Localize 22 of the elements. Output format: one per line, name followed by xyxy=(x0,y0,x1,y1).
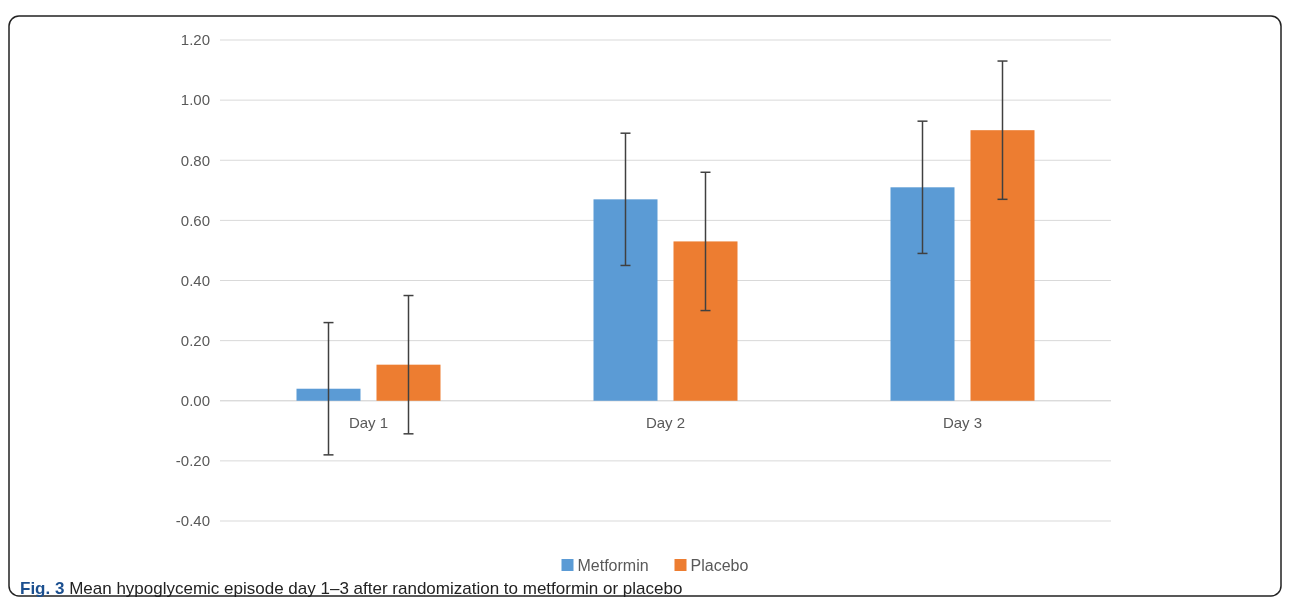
bar xyxy=(890,187,955,401)
legend-label: Metformin xyxy=(577,556,649,574)
y-tick-label: 0.80 xyxy=(180,151,210,169)
y-tick-label: 0.00 xyxy=(180,392,210,409)
bar xyxy=(593,199,658,401)
bar xyxy=(296,388,361,401)
y-tick-label: -0.40 xyxy=(175,512,210,530)
y-tick-label: 0.40 xyxy=(180,271,210,289)
y-tick-label: -0.20 xyxy=(175,452,210,470)
y-tick-label: 1.00 xyxy=(180,91,210,109)
text: Mean hypoglycemic episode day 1–3 after randomization to metformin or placebo xyxy=(64,578,683,598)
x-tick-label: Day 3 xyxy=(942,413,983,431)
x-tick-label: Day 1 xyxy=(348,413,389,431)
bar xyxy=(970,130,1035,401)
y-tick-label: 0.60 xyxy=(180,211,210,229)
bar xyxy=(673,241,738,401)
x-tick-label: Day 2 xyxy=(645,413,686,431)
legend-label: Placebo xyxy=(690,556,749,574)
caption: Fig. 3 xyxy=(20,578,65,598)
y-tick-label: 0.20 xyxy=(180,331,210,349)
y-tick-label: 1.20 xyxy=(180,31,210,49)
bar xyxy=(376,364,441,401)
